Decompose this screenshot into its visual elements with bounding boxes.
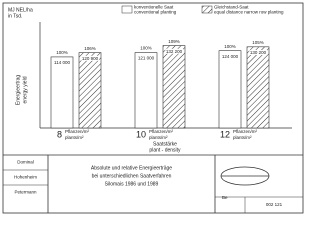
percent-label: 100%: [56, 50, 68, 55]
label-bg: [249, 50, 268, 56]
author: Petermann: [14, 190, 37, 195]
x-tick-label: 8: [57, 129, 62, 139]
x-title-en: plant - density: [149, 147, 181, 153]
bar: [50, 56, 74, 129]
x-tick-label: 10: [136, 129, 146, 139]
legend-label: Gleichstand-Saat: [214, 5, 249, 10]
code: Be: [222, 195, 228, 200]
value-label: 132 200: [166, 49, 183, 54]
bar: [218, 50, 242, 129]
author: Dominal: [17, 160, 34, 165]
bar: [246, 46, 270, 129]
figure-title: Absolute und relative Energieerträge: [91, 165, 172, 171]
logo: [220, 166, 270, 186]
value-label: 114 000: [54, 60, 70, 65]
x-tick-label: 12: [220, 129, 230, 139]
percent-label: 109%: [168, 39, 180, 44]
x-unit-en: plants/m²: [233, 135, 252, 140]
legend-label: equal distance narrow row planting: [214, 10, 284, 15]
bar: [134, 52, 158, 129]
value-label: 130 200: [250, 50, 267, 55]
figure-title: Silomais 1986 und 1989: [105, 181, 159, 187]
legend-label: konventionelle Saat: [134, 5, 174, 10]
x-unit-en: plants/m²: [65, 135, 84, 140]
value-label: 121 000: [138, 56, 155, 61]
figure-title: bei unterschiedlichen Saatverfahren: [92, 173, 172, 179]
y-title: Energieertrag: [15, 75, 21, 106]
y-title-en: energy yield: [22, 76, 28, 103]
x-unit: Pflanzen/m²: [149, 129, 174, 134]
legend-label: conventional planting: [134, 10, 177, 15]
y-label: MJ NEL/ha: [8, 7, 33, 13]
y-unit: in Tsd.: [8, 13, 22, 19]
x-unit: Pflanzen/m²: [65, 129, 90, 134]
frame: [2, 2, 304, 214]
x-title: Saatstärke: [153, 141, 177, 147]
legend-swatch: [201, 5, 213, 14]
percent-label: 105%: [252, 40, 264, 45]
legend-swatch: [121, 5, 133, 14]
x-unit-en: plants/m²: [149, 135, 168, 140]
bar: [78, 52, 102, 129]
percent-label: 106%: [84, 46, 96, 51]
value-label: 120 900: [82, 56, 99, 61]
bar: [162, 45, 186, 129]
figure: MJ NEL/ha in Tsd. Energieertrag energy y…: [2, 2, 304, 214]
value-label: 124 000: [222, 54, 239, 59]
percent-label: 100%: [224, 44, 236, 49]
number: 002 121: [266, 202, 283, 207]
label-bg: [165, 48, 184, 54]
x-unit: Pflanzen/m²: [233, 129, 258, 134]
label-bg: [81, 55, 100, 61]
author: Hohenheim: [14, 175, 37, 180]
percent-label: 100%: [140, 46, 152, 51]
